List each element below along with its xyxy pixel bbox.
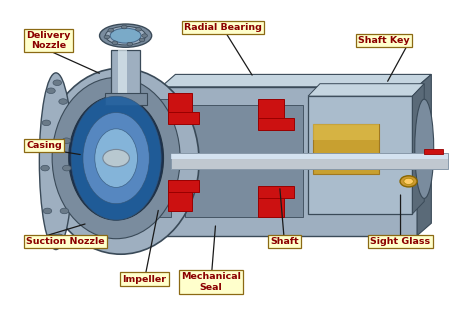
Polygon shape xyxy=(171,154,448,159)
Circle shape xyxy=(127,42,133,46)
Text: Mechanical
Seal: Mechanical Seal xyxy=(181,272,241,292)
Polygon shape xyxy=(152,99,171,136)
Text: Delivery
Nozzle: Delivery Nozzle xyxy=(26,31,71,50)
Ellipse shape xyxy=(52,78,180,239)
Circle shape xyxy=(42,120,51,126)
Polygon shape xyxy=(171,153,448,169)
Text: Casing: Casing xyxy=(26,141,62,150)
Circle shape xyxy=(53,80,62,86)
Polygon shape xyxy=(258,192,284,217)
Polygon shape xyxy=(105,93,147,105)
Circle shape xyxy=(400,176,417,187)
Circle shape xyxy=(136,27,141,31)
Polygon shape xyxy=(258,99,284,124)
Polygon shape xyxy=(424,149,443,154)
Ellipse shape xyxy=(415,99,434,198)
Polygon shape xyxy=(185,105,303,217)
Text: Shaft: Shaft xyxy=(270,237,299,246)
Circle shape xyxy=(139,38,145,42)
Circle shape xyxy=(47,88,55,94)
Polygon shape xyxy=(412,84,424,214)
Polygon shape xyxy=(111,50,140,99)
Text: Impeller: Impeller xyxy=(123,274,166,284)
Circle shape xyxy=(60,208,69,214)
Ellipse shape xyxy=(83,113,149,204)
Polygon shape xyxy=(258,118,294,130)
Polygon shape xyxy=(168,112,199,124)
Circle shape xyxy=(62,138,71,144)
Circle shape xyxy=(142,34,147,38)
Text: Radial Bearing: Radial Bearing xyxy=(184,23,262,33)
Text: Shaft Key: Shaft Key xyxy=(358,36,410,45)
Polygon shape xyxy=(161,87,417,236)
Circle shape xyxy=(43,208,52,214)
Circle shape xyxy=(108,29,114,32)
Text: Suction Nozzle: Suction Nozzle xyxy=(26,237,105,246)
Ellipse shape xyxy=(100,24,152,47)
Polygon shape xyxy=(417,74,431,236)
Circle shape xyxy=(63,165,71,171)
Ellipse shape xyxy=(39,73,73,250)
Circle shape xyxy=(55,234,64,240)
Ellipse shape xyxy=(95,129,137,187)
Polygon shape xyxy=(152,180,171,217)
Circle shape xyxy=(404,178,413,184)
Circle shape xyxy=(104,35,109,39)
Polygon shape xyxy=(161,74,431,87)
Polygon shape xyxy=(168,186,192,211)
Circle shape xyxy=(41,165,49,171)
Ellipse shape xyxy=(110,28,141,43)
Ellipse shape xyxy=(43,68,199,254)
Circle shape xyxy=(59,99,67,104)
Polygon shape xyxy=(168,180,199,192)
Polygon shape xyxy=(308,84,424,96)
Polygon shape xyxy=(313,124,379,140)
Polygon shape xyxy=(258,186,294,198)
Text: Sight Glass: Sight Glass xyxy=(371,237,430,246)
Polygon shape xyxy=(313,124,379,174)
Ellipse shape xyxy=(71,96,161,220)
Polygon shape xyxy=(118,50,127,99)
Circle shape xyxy=(48,234,57,240)
Circle shape xyxy=(103,149,129,167)
Circle shape xyxy=(112,41,118,45)
Polygon shape xyxy=(308,96,412,214)
Polygon shape xyxy=(168,93,192,118)
Circle shape xyxy=(121,25,127,29)
Ellipse shape xyxy=(105,26,146,45)
Ellipse shape xyxy=(69,96,164,220)
